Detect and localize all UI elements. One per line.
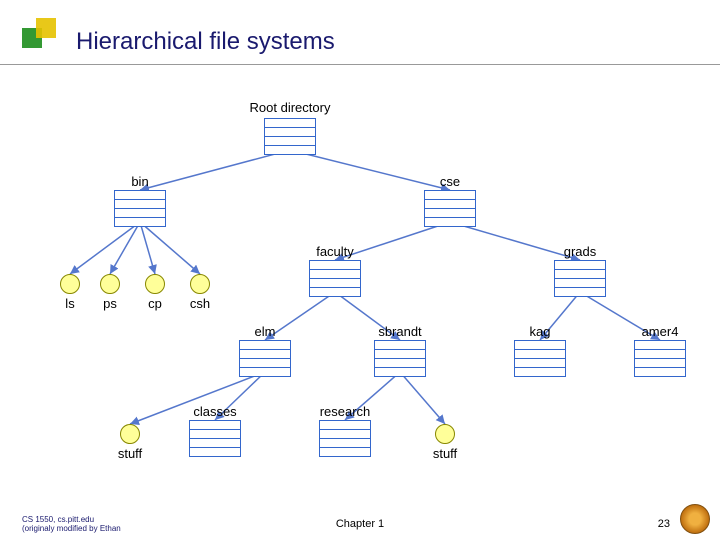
node-label-sbrandt: sbrandt (378, 324, 421, 339)
dir-node-research (319, 420, 371, 457)
footer-page-number: 23 (658, 518, 670, 530)
corner-decoration (22, 18, 62, 57)
node-label-root: Root directory (250, 100, 331, 115)
dir-node-grads (554, 260, 606, 297)
node-label-ls: ls (65, 296, 74, 311)
node-label-cp: cp (148, 296, 162, 311)
node-label-ps: ps (103, 296, 117, 311)
node-label-faculty: faculty (316, 244, 354, 259)
edge-root-cse (290, 150, 450, 190)
dir-node-kag (514, 340, 566, 377)
node-label-bin: bin (131, 174, 148, 189)
file-node-cp (145, 274, 165, 294)
dir-node-faculty (309, 260, 361, 297)
dir-node-amer4 (634, 340, 686, 377)
footer-line1: CS 1550, cs.pitt.edu (22, 515, 94, 524)
edge-bin-cp (140, 222, 155, 274)
footer-left: CS 1550, cs.pitt.edu (originaly modified… (22, 516, 121, 534)
node-label-kag: kag (530, 324, 551, 339)
edge-bin-ps (110, 222, 140, 274)
title-underline (0, 64, 720, 65)
edge-bin-ls (70, 222, 140, 274)
node-label-elm: elm (255, 324, 276, 339)
edge-bin-csh (140, 222, 200, 274)
file-node-csh (190, 274, 210, 294)
seal-icon (680, 504, 710, 534)
node-label-classes: classes (193, 404, 236, 419)
file-node-ps (100, 274, 120, 294)
dir-node-root (264, 118, 316, 155)
edge-root-bin (140, 150, 290, 190)
node-label-amer4: amer4 (642, 324, 679, 339)
file-node-stuff1 (120, 424, 140, 444)
edge-faculty-elm (265, 292, 335, 340)
node-label-stuff1: stuff (118, 446, 142, 461)
edge-cse-grads (450, 222, 580, 260)
filesystem-tree-diagram: Root directory bin cse faculty grads ls ps cp cs… (0, 80, 720, 500)
file-node-stuff2 (435, 424, 455, 444)
dir-node-bin (114, 190, 166, 227)
node-label-stuff2: stuff (433, 446, 457, 461)
dir-node-sbrandt (374, 340, 426, 377)
node-label-cse: cse (440, 174, 460, 189)
file-node-ls (60, 274, 80, 294)
slide-title: Hierarchical file systems (76, 28, 335, 56)
footer-line2: (originaly modified by Ethan (22, 524, 121, 533)
dir-node-cse (424, 190, 476, 227)
node-label-research: research (320, 404, 371, 419)
edge-sbrandt-stuff2 (400, 372, 445, 424)
node-label-csh: csh (190, 296, 210, 311)
footer-chapter: Chapter 1 (336, 518, 384, 530)
node-label-grads: grads (564, 244, 597, 259)
dir-node-elm (239, 340, 291, 377)
dir-node-classes (189, 420, 241, 457)
